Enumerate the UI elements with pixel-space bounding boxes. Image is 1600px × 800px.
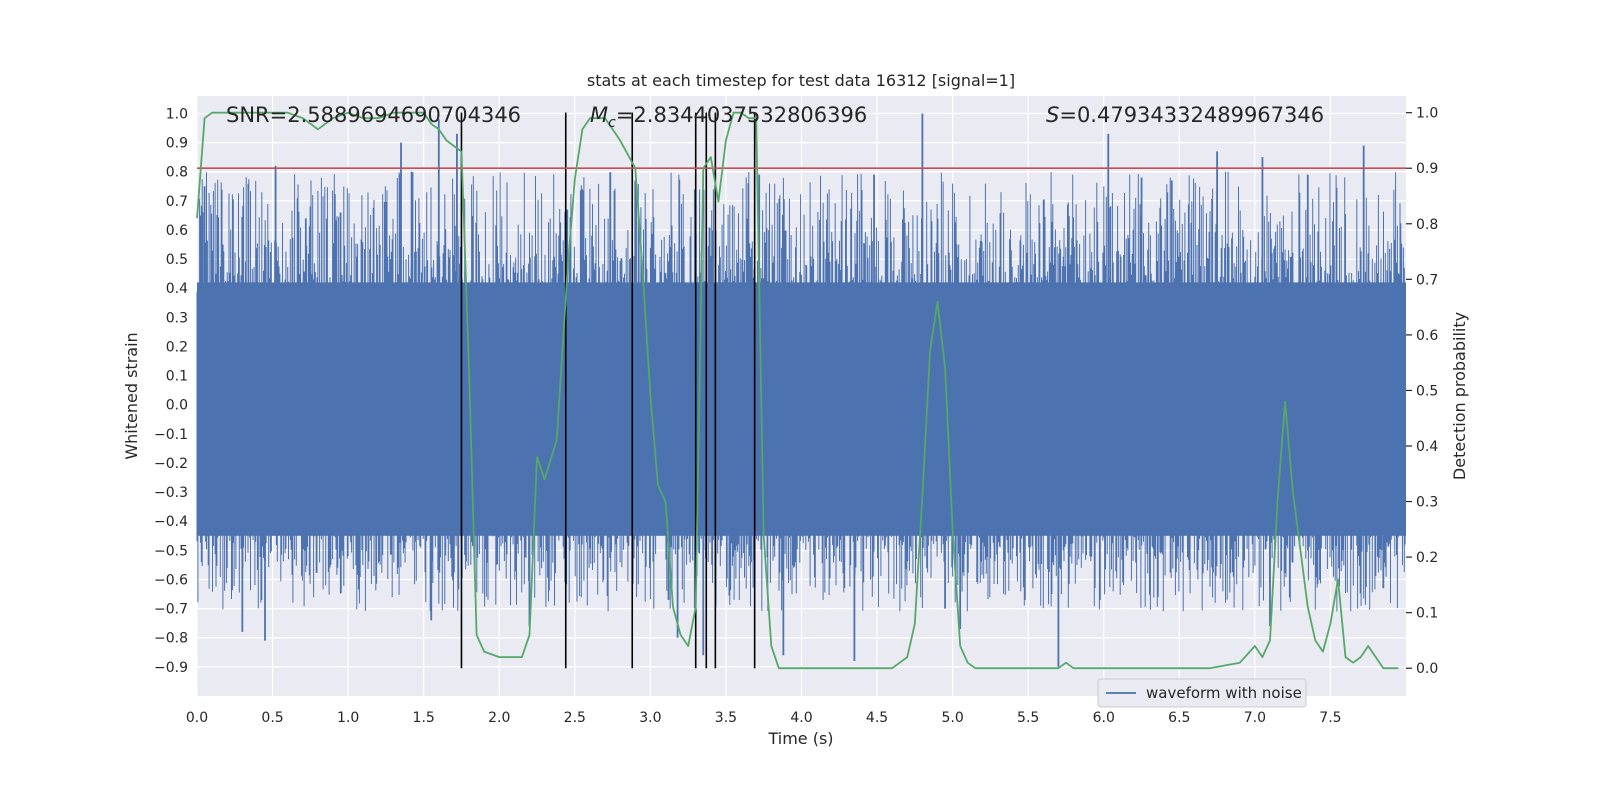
y-tick-label: 0.4	[166, 281, 188, 297]
x-tick-label: 4.0	[790, 710, 812, 726]
y-tick-label: −0.7	[154, 602, 188, 618]
chirp-mass-symbol: M	[590, 103, 608, 127]
x-tick-label: 4.5	[866, 710, 888, 726]
y-axis-label: Whitened strain	[122, 332, 141, 459]
snr-annotation: SNR=2.5889694690704346	[226, 103, 521, 127]
y-tick-label: −0.8	[154, 631, 188, 647]
x-tick-label: 0.5	[261, 710, 283, 726]
y2-tick-labels: 1.0 0.9 0.8 0.7 0.6 0.5 0.4 0.3 0.2 0.1 0.0	[1406, 106, 1438, 677]
y2-tick-label: 0.5	[1416, 383, 1438, 399]
y-tick-label: 0.5	[166, 252, 188, 268]
chirp-mass-annotation: Mc=2.8344037532806396	[590, 103, 867, 131]
legend-label: waveform with noise	[1146, 684, 1302, 702]
y2-tick-label: 1.0	[1416, 106, 1438, 122]
x-tick-label: 1.0	[337, 710, 359, 726]
y2-tick-label: 0.8	[1416, 217, 1438, 233]
detection-probability-line	[196, 111, 1399, 670]
y-tick-label: 0.9	[166, 136, 188, 152]
y-tick-label: 0.1	[166, 369, 188, 385]
y-tick-label: −0.1	[154, 427, 188, 443]
x-tick-label: 0.0	[186, 710, 208, 726]
x-tick-label: 3.5	[715, 710, 737, 726]
x-tick-label: 2.5	[564, 710, 586, 726]
y-tick-label: 0.8	[166, 165, 188, 181]
y2-tick-label: 0.1	[1416, 606, 1438, 622]
y-tick-label: −0.2	[154, 456, 188, 472]
x-tick-label: 6.5	[1168, 710, 1190, 726]
x-tick-label: 6.0	[1093, 710, 1115, 726]
x-tick-label: 7.0	[1244, 710, 1266, 726]
y-tick-label: 0.6	[166, 223, 188, 239]
s-value: =0.47934332489967346	[1059, 103, 1324, 127]
x-tick-label: 5.5	[1017, 710, 1039, 726]
y-tick-label: 0.0	[166, 398, 188, 414]
s-annotation: S=0.47934332489967346	[1046, 103, 1324, 127]
y2-tick-label: 0.3	[1416, 495, 1438, 511]
y2-tick-label: 0.4	[1416, 439, 1438, 455]
legend: waveform with noise	[1097, 678, 1307, 708]
y2-tick-label: 0.7	[1416, 272, 1438, 288]
y-tick-label: 1.0	[166, 106, 188, 122]
y-tick-label: −0.5	[154, 543, 188, 559]
probability-series	[196, 111, 1399, 670]
x-axis-label: Time (s)	[767, 729, 833, 748]
y-tick-label: −0.9	[154, 660, 188, 676]
y2-axis-label: Detection probability	[1450, 312, 1469, 480]
x-tick-label: 1.5	[413, 710, 435, 726]
y-tick-label: 0.2	[166, 339, 188, 355]
y-tick-label: −0.6	[154, 572, 188, 588]
chart-title: stats at each timestep for test data 163…	[587, 71, 1015, 90]
x-tick-labels: 0.0 0.5 1.0 1.5 2.0 2.5 3.0 3.5 4.0 4.5 5.0 5.5 6.0 6…	[186, 710, 1342, 726]
y2-tick-label: 0.6	[1416, 328, 1438, 344]
x-tick-label: 7.5	[1319, 710, 1341, 726]
y-tick-label: −0.3	[154, 485, 188, 501]
x-tick-label: 2.0	[488, 710, 510, 726]
chirp-mass-value: =2.8344037532806396	[616, 103, 867, 127]
y2-tick-label: 0.2	[1416, 550, 1438, 566]
y2-tick-label: 0.0	[1416, 661, 1438, 677]
y-tick-label: −0.4	[154, 514, 188, 530]
x-tick-label: 5.0	[941, 710, 963, 726]
y-tick-label: 0.3	[166, 310, 188, 326]
legend-box	[1097, 678, 1307, 708]
s-symbol: S	[1046, 103, 1059, 127]
y-tick-labels: 1.0 0.9 0.8 0.7 0.6 0.5 0.4 0.3 0.2 0.1 0.0 −0.1 −0.…	[154, 106, 188, 675]
waveform-noise-spikes	[196, 171, 1406, 612]
chirp-mass-subscript: c	[608, 115, 616, 131]
waveform-series	[196, 113, 1406, 667]
y-tick-label: 0.7	[166, 194, 188, 210]
y2-tick-label: 0.9	[1416, 161, 1438, 177]
x-tick-label: 3.0	[639, 710, 661, 726]
